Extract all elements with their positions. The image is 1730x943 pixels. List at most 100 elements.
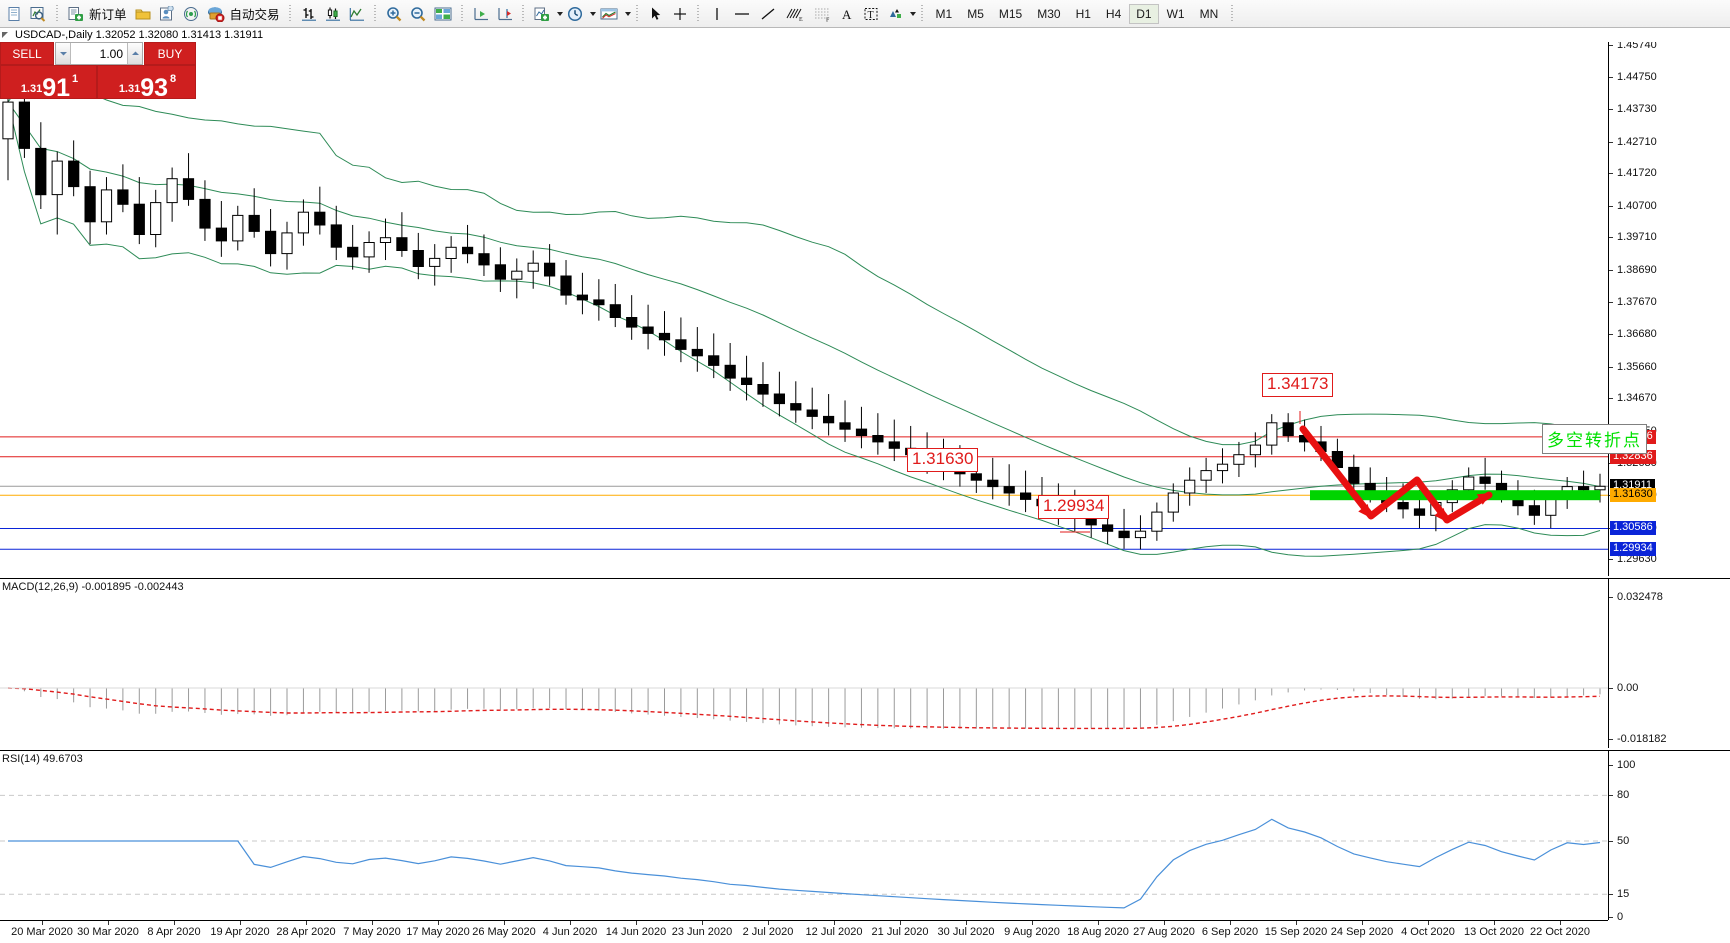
new-order-label[interactable]: 新订单 bbox=[89, 8, 127, 22]
chevron-down-icon[interactable] bbox=[624, 11, 631, 16]
rsi-plot-area[interactable] bbox=[0, 751, 1730, 920]
toolbar-separator bbox=[633, 3, 641, 24]
annotation-price-134173[interactable]: 1.34173 bbox=[1262, 373, 1334, 397]
timeframe-d1[interactable]: D1 bbox=[1129, 3, 1159, 24]
rsi-pane[interactable]: RSI(14) 49.6703 100 80 50 15 0 bbox=[0, 750, 1730, 923]
timeframe-h4[interactable]: H4 bbox=[1105, 6, 1122, 21]
timeframe-m5[interactable]: M5 bbox=[967, 6, 984, 21]
chart-shift-icon[interactable] bbox=[469, 2, 493, 26]
auto-trading-label[interactable]: 自动交易 bbox=[229, 8, 280, 22]
document-icon[interactable] bbox=[2, 2, 26, 26]
price-plot-area[interactable] bbox=[0, 29, 1730, 576]
candlestick-chart-icon[interactable] bbox=[321, 2, 345, 26]
date-tick-mark bbox=[174, 921, 175, 925]
tile-windows-icon[interactable] bbox=[430, 2, 456, 26]
annotation-price-131630[interactable]: 1.31630 bbox=[907, 448, 979, 472]
zoom-in-icon[interactable] bbox=[382, 2, 406, 26]
elliott-wave-icon[interactable]: E bbox=[781, 2, 809, 26]
signal-icon[interactable] bbox=[179, 2, 203, 26]
buy-price-fraction: 8 bbox=[170, 73, 177, 85]
auto-scroll-icon[interactable] bbox=[493, 2, 517, 26]
sell-button[interactable]: SELL bbox=[0, 42, 54, 65]
date-tick-mark bbox=[702, 921, 703, 925]
cursor-icon[interactable] bbox=[644, 2, 668, 26]
buy-price-display[interactable]: 1.31 93 8 bbox=[97, 65, 196, 101]
date-tick-mark bbox=[1230, 921, 1231, 925]
timeframe-m1[interactable]: M1 bbox=[935, 6, 953, 21]
date-tick-mark bbox=[1428, 921, 1429, 925]
timeframe-m30[interactable]: M30 bbox=[1037, 6, 1061, 21]
volume-stepper[interactable]: 1.00 bbox=[55, 42, 143, 65]
price-chart-pane[interactable]: 1.45740 1.44750 1.43730 1.42710 1.41720 1.407… bbox=[0, 29, 1730, 576]
chevron-down-icon[interactable] bbox=[589, 11, 596, 16]
macd-plot-area[interactable] bbox=[0, 579, 1730, 748]
text-icon[interactable]: A bbox=[835, 2, 859, 26]
crosshair-icon[interactable] bbox=[668, 2, 692, 26]
timeframe-m15[interactable]: M15 bbox=[998, 6, 1023, 21]
search-chart-icon[interactable] bbox=[26, 2, 50, 26]
price-tick-139710: 1.39710 bbox=[1609, 231, 1657, 243]
date-tick-label: 12 Jul 2020 bbox=[805, 926, 863, 938]
timeframe-mn[interactable]: MN bbox=[1199, 6, 1219, 21]
bar-chart-icon[interactable] bbox=[297, 2, 321, 26]
chevron-down-icon[interactable] bbox=[556, 11, 563, 16]
price-tick-137670: 1.37670 bbox=[1609, 296, 1657, 308]
timeframe-w1[interactable]: W1 bbox=[1166, 6, 1185, 21]
date-tick-label: 26 May 2020 bbox=[472, 926, 536, 938]
zoom-out-icon[interactable] bbox=[406, 2, 430, 26]
collapse-triangle-icon[interactable] bbox=[2, 32, 8, 38]
date-tick-label: 2 Jul 2020 bbox=[742, 926, 794, 938]
date-tick-label: 24 Sep 2020 bbox=[1330, 926, 1394, 938]
annotation-price-129934[interactable]: 1.29934 bbox=[1038, 495, 1110, 519]
vertical-line-icon[interactable] bbox=[705, 2, 729, 26]
date-tick-label: 30 Mar 2020 bbox=[77, 926, 139, 938]
templates-icon[interactable] bbox=[596, 2, 622, 26]
date-tick-mark bbox=[834, 921, 835, 925]
folder-icon[interactable] bbox=[131, 2, 155, 26]
volume-increase-icon[interactable] bbox=[127, 43, 142, 64]
indicators-icon[interactable] bbox=[530, 2, 554, 26]
rsi-y-axis[interactable]: 100 80 50 15 0 bbox=[1608, 751, 1730, 923]
sell-price-display[interactable]: 1.31 91 1 bbox=[0, 65, 97, 101]
svg-text:E: E bbox=[799, 17, 803, 22]
price-y-axis[interactable]: 1.45740 1.44750 1.43730 1.42710 1.41720 1.407… bbox=[1608, 29, 1730, 576]
period-icon[interactable] bbox=[563, 2, 587, 26]
toolbar-separator bbox=[53, 3, 60, 24]
text-label-icon[interactable]: T bbox=[859, 2, 883, 26]
volume-value[interactable]: 1.00 bbox=[71, 43, 127, 64]
main-toolbar: 新订单 bbox=[0, 0, 1730, 28]
buy-button[interactable]: BUY bbox=[144, 42, 196, 65]
level-label-131630[interactable]: 1.31630 bbox=[1610, 488, 1656, 503]
date-tick-label: 20 Mar 2020 bbox=[11, 926, 73, 938]
date-tick-mark bbox=[1164, 921, 1165, 925]
toolbar-separator bbox=[1228, 3, 1236, 24]
chevron-down-icon[interactable] bbox=[909, 11, 916, 16]
timeframe-h1[interactable]: H1 bbox=[1075, 6, 1091, 21]
date-axis[interactable]: 20 Mar 2020 30 Mar 2020 8 Apr 2020 19 Apr 2… bbox=[0, 920, 1608, 943]
shapes-icon[interactable] bbox=[883, 2, 907, 26]
cloud-user-icon[interactable] bbox=[155, 2, 179, 26]
date-tick-label: 6 Sep 2020 bbox=[1201, 926, 1259, 938]
auto-trading-icon[interactable] bbox=[203, 2, 228, 26]
symbol-info-bar: USDCAD-,Daily 1.32052 1.32080 1.31413 1.… bbox=[0, 28, 1730, 42]
toolbar-separator bbox=[371, 3, 379, 24]
volume-decrease-icon[interactable] bbox=[56, 43, 71, 64]
buy-price-prefix: 1.31 bbox=[118, 83, 141, 95]
fibonacci-icon[interactable]: F bbox=[809, 2, 835, 26]
macd-pane[interactable]: MACD(12,26,9) -0.001895 -0.002443 0.0324… bbox=[0, 578, 1730, 748]
date-tick-mark bbox=[306, 921, 307, 925]
horizontal-line-icon[interactable] bbox=[729, 2, 755, 26]
line-chart-icon[interactable] bbox=[345, 2, 369, 26]
date-tick-label: 9 Aug 2020 bbox=[1004, 926, 1060, 938]
date-tick-mark bbox=[42, 921, 43, 925]
one-click-trading-panel[interactable]: SELL 1.00 BUY 1.31 91 1 1.31 93 8 bbox=[0, 42, 196, 101]
sell-price-fraction: 1 bbox=[72, 73, 79, 85]
annotation-chinese-note[interactable]: 多空转折点 bbox=[1542, 424, 1647, 454]
price-tick-143730: 1.43730 bbox=[1609, 103, 1657, 115]
level-label-129934[interactable]: 1.29934 bbox=[1610, 542, 1656, 557]
price-tick-135660: 1.35660 bbox=[1609, 361, 1657, 373]
level-label-130586[interactable]: 1.30586 bbox=[1610, 521, 1656, 536]
new-order-icon[interactable] bbox=[63, 2, 87, 26]
trendline-icon[interactable] bbox=[755, 2, 781, 26]
macd-y-axis[interactable]: 0.032478 0.00 -0.018182 bbox=[1608, 579, 1730, 748]
